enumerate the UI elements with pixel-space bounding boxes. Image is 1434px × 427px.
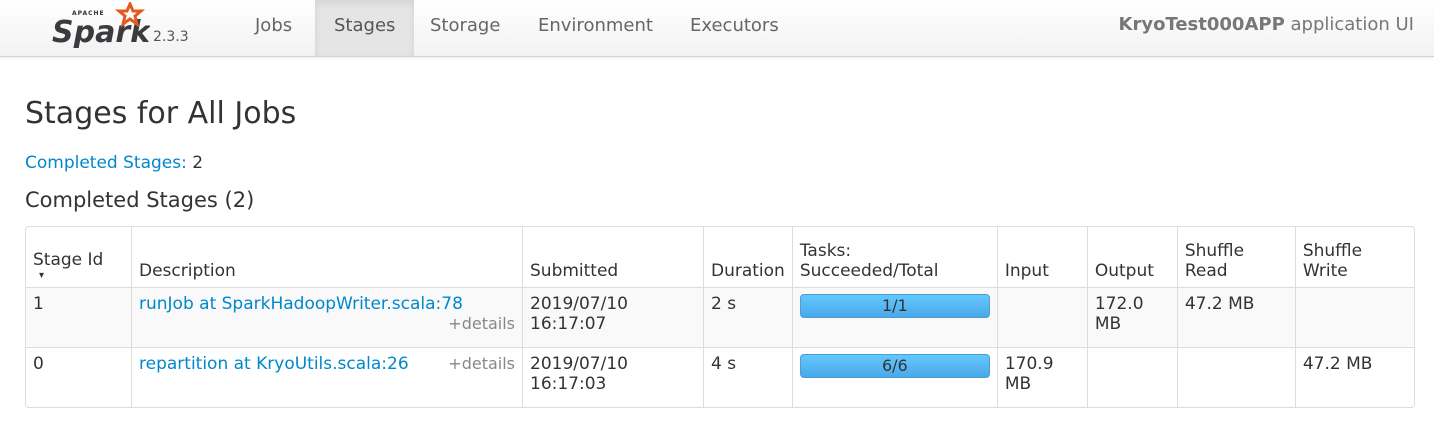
submitted: 2019/07/10 16:17:03 (522, 347, 703, 407)
header-stage-id[interactable]: Stage Id ▾ (26, 227, 131, 287)
table-row: 1 runJob at SparkHadoopWriter.scala:78 +d… (26, 287, 1414, 347)
input: 170.9 MB (996, 347, 1087, 407)
tab-storage[interactable]: Storage (430, 15, 501, 36)
shuffle-write (1294, 287, 1414, 347)
input (996, 287, 1087, 347)
stage-summary: Completed Stages: 2 (25, 153, 204, 173)
details-toggle[interactable]: +details (448, 354, 515, 373)
tasks-progress-bar: 6/6 (799, 354, 990, 378)
completed-stages-link[interactable]: Completed Stages: (25, 153, 187, 173)
duration: 4 s (703, 347, 792, 407)
stage-description-link[interactable]: runJob at SparkHadoopWriter.scala:78 (139, 294, 463, 314)
submitted: 2019/07/10 16:17:07 (522, 287, 703, 347)
spark-logo[interactable]: APACHE Spark (50, 2, 150, 48)
header-output[interactable]: Output (1086, 227, 1177, 287)
app-title: KryoTest000APP application UI (1118, 14, 1414, 35)
table-row: 0 repartition at KryoUtils.scala:26 +deta… (26, 347, 1414, 407)
header-input[interactable]: Input (996, 227, 1087, 287)
tab-environment[interactable]: Environment (538, 15, 653, 36)
stage-id: 0 (26, 347, 131, 407)
header-submitted[interactable]: Submitted (522, 227, 703, 287)
tab-jobs[interactable]: Jobs (255, 15, 293, 36)
header-shuffle-write[interactable]: Shuffle Write (1294, 227, 1414, 287)
duration: 2 s (703, 287, 792, 347)
shuffle-read: 47.2 MB (1176, 287, 1295, 347)
output: 172.0 MB (1086, 287, 1177, 347)
section-title[interactable]: Completed Stages (2) (25, 188, 255, 212)
stage-description-link[interactable]: repartition at KryoUtils.scala:26 (139, 354, 409, 374)
sort-desc-icon[interactable]: ▾ (39, 270, 45, 281)
stage-id: 1 (26, 287, 131, 347)
header-description[interactable]: Description (131, 227, 522, 287)
header-shuffle-read[interactable]: Shuffle Read (1176, 227, 1295, 287)
tab-executors[interactable]: Executors (690, 15, 779, 36)
header-tasks[interactable]: Tasks: Succeeded/Total (791, 227, 997, 287)
header-duration[interactable]: Duration (703, 227, 792, 287)
shuffle-read (1176, 347, 1295, 407)
navbar: APACHE Spark 2.3.3 Jobs Stages Storage E… (0, 0, 1434, 57)
output (1086, 347, 1177, 407)
stages-table: Stage Id ▾ Description Submitted Duration… (25, 226, 1415, 408)
shuffle-write: 47.2 MB (1294, 347, 1414, 407)
details-toggle[interactable]: +details (448, 314, 515, 333)
svg-text:APACHE: APACHE (72, 10, 105, 17)
tab-stages[interactable]: Stages (315, 0, 415, 56)
page-title: Stages for All Jobs (25, 96, 297, 131)
tasks-progress-bar: 1/1 (799, 294, 990, 318)
version: 2.3.3 (153, 29, 189, 45)
